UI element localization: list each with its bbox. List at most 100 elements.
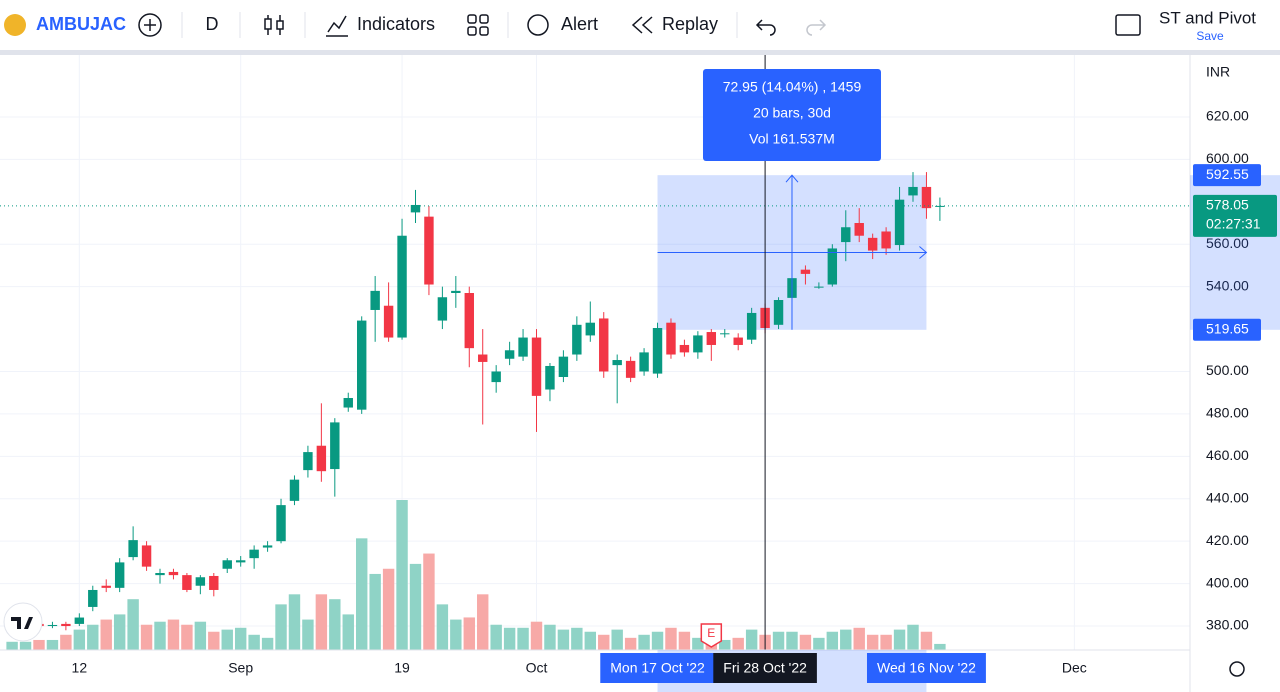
symbol[interactable]: AMBUJAC xyxy=(36,14,126,34)
measure-high-label: 592.55 xyxy=(1206,166,1249,182)
candle-body xyxy=(599,318,609,372)
volume-bar xyxy=(181,624,193,650)
candle-body xyxy=(289,479,300,501)
indicators-icon[interactable] xyxy=(326,15,348,37)
volume-bar xyxy=(275,604,287,650)
volume-bar xyxy=(382,568,395,650)
volume-bar xyxy=(745,629,758,650)
volume-bar xyxy=(154,621,166,650)
candle-body xyxy=(585,322,595,336)
volume-bar xyxy=(826,631,839,650)
indicators-button[interactable]: Indicators xyxy=(357,14,435,34)
volume-bar xyxy=(853,627,865,650)
interval[interactable]: D xyxy=(206,14,219,34)
volume-bar xyxy=(409,563,422,650)
volume-bar xyxy=(100,619,112,650)
alert-button[interactable]: Alert xyxy=(561,14,598,34)
volume-bar xyxy=(315,594,328,650)
candle-body xyxy=(491,371,501,383)
y-tick-label: 440.00 xyxy=(1206,489,1249,505)
candle-body xyxy=(383,305,394,338)
volume-bar xyxy=(342,614,354,650)
candle-body xyxy=(854,223,864,236)
tv-logo[interactable] xyxy=(3,602,43,642)
candle-body xyxy=(168,571,179,576)
measure-end-label-bg xyxy=(866,653,986,683)
settings-icon[interactable] xyxy=(1229,661,1245,677)
x-tick-label: 12 xyxy=(72,660,88,676)
candle-body xyxy=(693,335,703,353)
symbol-logo[interactable] xyxy=(4,14,26,36)
volume-bar xyxy=(786,631,798,650)
save-button[interactable]: Save xyxy=(1196,29,1224,43)
candle-body xyxy=(625,360,636,378)
toolbar: AMBUJAC D Indicators Alert Replay ST and… xyxy=(0,0,1280,55)
candle-body xyxy=(666,322,676,355)
candle-body xyxy=(733,337,743,345)
redo-icon[interactable] xyxy=(806,19,827,36)
measure-low-label-bg xyxy=(1193,318,1261,341)
volume-bar xyxy=(73,629,86,650)
replay-button[interactable]: Replay xyxy=(662,14,718,34)
volume-bar xyxy=(530,621,543,650)
candle-body xyxy=(746,312,757,340)
volume-bar xyxy=(665,627,677,650)
volume-bar xyxy=(288,594,301,650)
candle-body xyxy=(867,237,878,251)
volume-bar xyxy=(33,639,45,650)
candle-body xyxy=(545,365,555,390)
layout-icon[interactable] xyxy=(1115,14,1141,36)
candle-body xyxy=(437,297,448,321)
volume-bar xyxy=(907,624,919,650)
candle-body xyxy=(330,422,340,470)
candle-body xyxy=(720,333,730,335)
candle-body xyxy=(464,293,474,349)
candle-body xyxy=(814,286,824,288)
candle-body xyxy=(410,204,421,213)
add-symbol-icon[interactable] xyxy=(138,13,162,37)
alert-icon[interactable] xyxy=(527,14,549,36)
candle-body xyxy=(303,452,313,471)
crosshair-time-label-bg xyxy=(713,653,817,683)
volume-bar xyxy=(463,617,475,650)
volume-bar xyxy=(799,634,812,650)
volume-bar xyxy=(934,643,946,650)
layout-name[interactable]: ST and Pivot xyxy=(1159,8,1256,27)
undo-icon[interactable] xyxy=(755,19,776,36)
volume-bar xyxy=(302,619,314,650)
volume-bar xyxy=(490,624,502,650)
templates-icon[interactable] xyxy=(467,14,489,36)
measure-start-label-bg xyxy=(600,653,715,683)
last-price-label-bg xyxy=(1193,194,1277,237)
volume-bar xyxy=(557,629,570,650)
volume-bar xyxy=(584,631,596,650)
volume-bar xyxy=(140,624,153,650)
volume-bar xyxy=(719,639,731,650)
volume-bar xyxy=(692,637,704,650)
candle-body xyxy=(370,290,380,310)
last-price-label: 578.05 xyxy=(1206,197,1249,213)
volume-bar xyxy=(503,627,516,650)
measure-start-label: Mon 17 Oct '22 xyxy=(610,660,705,676)
replay-icon[interactable] xyxy=(631,16,653,34)
candle-body xyxy=(249,549,259,559)
candle-body xyxy=(935,205,945,207)
candle-body xyxy=(504,350,515,359)
candle-body xyxy=(451,290,461,293)
plus xyxy=(144,19,156,31)
volume-bar xyxy=(678,631,691,650)
volume-bar xyxy=(732,637,744,650)
candle-body xyxy=(195,577,206,586)
measure-tooltip-text: 20 bars, 30d xyxy=(753,105,831,121)
volume-bar xyxy=(651,631,664,650)
candle-body xyxy=(114,562,125,588)
candle-body xyxy=(894,199,905,246)
candle-body xyxy=(518,337,528,357)
y-tick-label: 600.00 xyxy=(1206,150,1249,166)
y-tick-label: 420.00 xyxy=(1206,532,1249,548)
candle-body xyxy=(921,186,932,209)
y-tick-label: 400.00 xyxy=(1206,574,1249,590)
volume-bar xyxy=(772,631,785,650)
volume-bar xyxy=(221,629,233,650)
volume-bar xyxy=(194,621,207,650)
